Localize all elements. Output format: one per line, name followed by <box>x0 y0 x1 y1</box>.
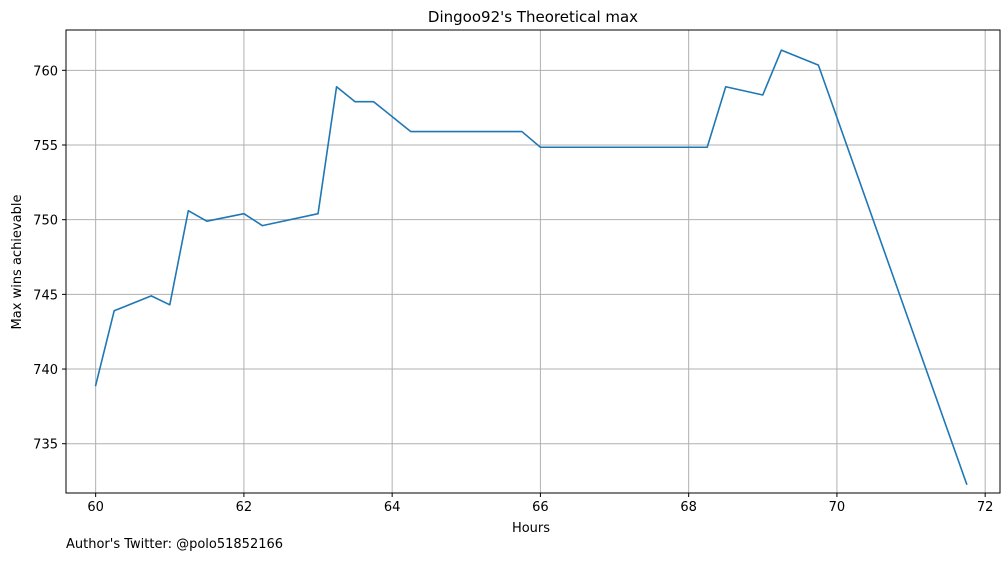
plot-area-frame <box>65 29 1001 494</box>
series-line <box>94 49 968 486</box>
y-axis-label: Max wins achievable <box>10 195 25 330</box>
y-tick-label: 755 <box>33 139 58 154</box>
chart-title: Dingoo92's Theoretical max <box>428 8 638 26</box>
y-tick-label: 745 <box>33 288 58 303</box>
y-tick-label: 735 <box>33 438 58 453</box>
x-axis-label: Hours <box>512 521 550 536</box>
y-tick-label: 740 <box>33 363 58 378</box>
x-tick-label: 62 <box>236 500 253 515</box>
x-tick-label: 68 <box>680 500 697 515</box>
y-tick-label: 760 <box>33 64 58 79</box>
x-tick-label: 66 <box>532 500 549 515</box>
x-tick-label: 64 <box>384 500 401 515</box>
series-layer <box>94 49 968 486</box>
x-tick-label: 70 <box>829 500 846 515</box>
x-tick-label: 72 <box>977 500 994 515</box>
axis-ticks: 60 62 64 66 68 70 72 735 740 745 750 755 760 <box>33 64 993 515</box>
author-twitter-note: Author's Twitter: @polo51852166 <box>66 537 284 552</box>
y-tick-label: 750 <box>33 214 58 229</box>
grid <box>66 30 1000 493</box>
x-tick-label: 60 <box>87 500 104 515</box>
